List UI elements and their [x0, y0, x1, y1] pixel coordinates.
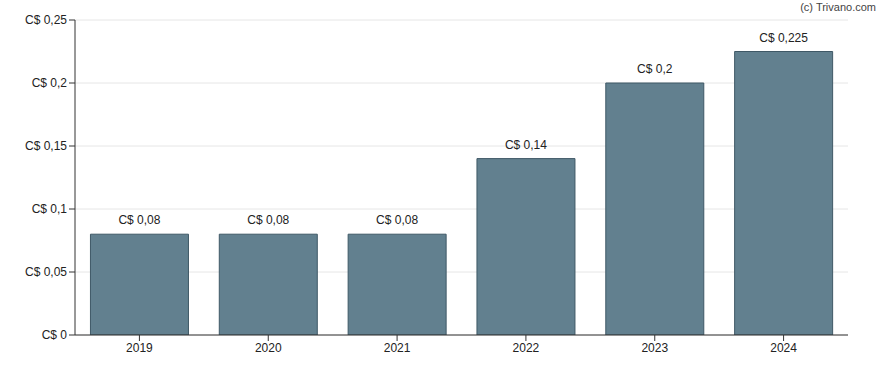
svg-text:C$ 0,1: C$ 0,1	[32, 202, 68, 216]
svg-text:2022: 2022	[513, 341, 540, 355]
svg-text:2024: 2024	[770, 341, 797, 355]
svg-text:C$ 0,2: C$ 0,2	[637, 62, 673, 76]
svg-text:2020: 2020	[255, 341, 282, 355]
svg-text:C$ 0,14: C$ 0,14	[505, 138, 547, 152]
svg-text:2023: 2023	[641, 341, 668, 355]
svg-text:C$ 0,08: C$ 0,08	[118, 213, 160, 227]
svg-text:2021: 2021	[384, 341, 411, 355]
svg-text:C$ 0,25: C$ 0,25	[25, 13, 67, 27]
svg-text:C$ 0,2: C$ 0,2	[32, 76, 68, 90]
svg-text:C$ 0,225: C$ 0,225	[759, 31, 808, 45]
svg-text:2019: 2019	[126, 341, 153, 355]
html-text:(c) Trivano.com: (c) Trivano.com	[800, 1, 876, 13]
svg-text:C$ 0,05: C$ 0,05	[25, 265, 67, 279]
svg-text:C$ 0,08: C$ 0,08	[247, 213, 289, 227]
svg-text:C$ 0,08: C$ 0,08	[376, 213, 418, 227]
svg-text:C$ 0,15: C$ 0,15	[25, 139, 67, 153]
svg-text:C$ 0: C$ 0	[42, 328, 68, 342]
